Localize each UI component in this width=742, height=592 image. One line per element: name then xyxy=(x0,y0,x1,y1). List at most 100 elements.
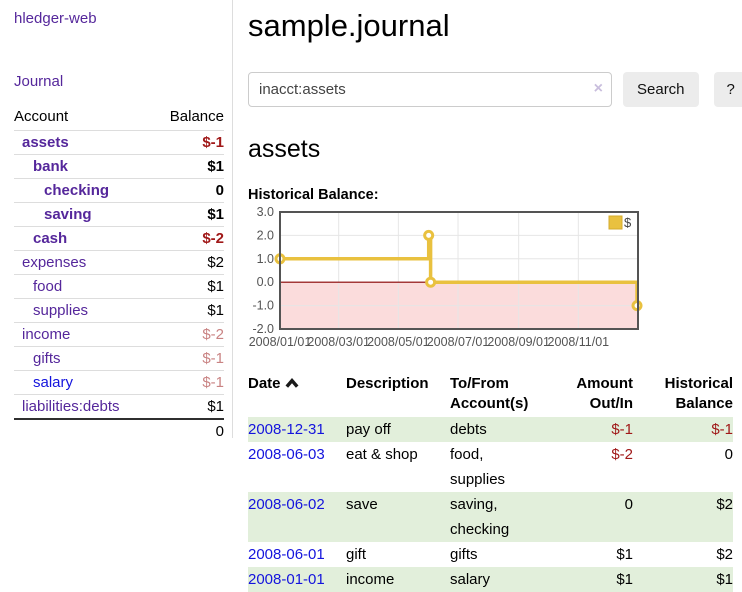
register-description-cell: eat & shop xyxy=(346,446,418,463)
x-axis-tick-label: 2008/11/01 xyxy=(548,335,610,349)
account-link[interactable]: income xyxy=(22,326,71,343)
search-input[interactable] xyxy=(248,72,612,107)
register-amount-cell: $1 xyxy=(616,546,633,563)
register-amount-cell: $-2 xyxy=(611,446,633,463)
register-amount-cell: $-1 xyxy=(611,421,633,438)
account-balance: $1 xyxy=(207,278,224,295)
register-amount-cell: 0 xyxy=(624,496,633,513)
register-description-cell: gift xyxy=(346,546,367,563)
y-axis-tick-label: 2.0 xyxy=(257,228,274,242)
account-row: salary $-1 xyxy=(14,370,224,395)
register-description-cell: income xyxy=(346,571,395,588)
register-date-cell: 2008-06-02 xyxy=(248,492,346,542)
account-row: bank $1 xyxy=(14,154,224,179)
search-form: × Search ? xyxy=(248,72,742,107)
register-date-cell: 2008-06-01 xyxy=(248,542,346,567)
register-balance-cell: 0 xyxy=(724,446,733,463)
register-row: 2008-01-01 income salary $1 $1 xyxy=(248,567,733,592)
register-column-header: To/From Account(s) xyxy=(450,375,529,412)
search-input-wrap: × xyxy=(248,72,612,107)
account-link[interactable]: checking xyxy=(44,182,110,199)
x-axis-tick-label: 2008/05/01 xyxy=(367,335,430,349)
account-link[interactable]: supplies xyxy=(33,302,89,319)
data-point xyxy=(423,229,435,241)
register-accounts-cell: gifts xyxy=(450,546,478,563)
register-date-cell: 2008-01-01 xyxy=(248,567,346,592)
accounts-total-row: 0 xyxy=(14,418,224,443)
account-balance: 0 xyxy=(215,182,224,199)
register-column-header: Description xyxy=(346,375,429,392)
register-row: 2008-12-31 pay off debts $-1 $-1 xyxy=(248,417,733,442)
account-link[interactable]: food xyxy=(33,278,63,295)
account-row: saving $1 xyxy=(14,202,224,227)
register-row: 2008-06-03 eat & shop food, supplies $-2 0 xyxy=(248,442,733,492)
register-description-cell: pay off xyxy=(346,421,391,438)
sort-ascending-icon xyxy=(285,378,299,388)
account-row: expenses $2 xyxy=(14,250,224,275)
account-link[interactable]: cash xyxy=(33,230,68,247)
register-column-header: Historical Balance xyxy=(664,375,733,412)
account-link[interactable]: salary xyxy=(33,374,74,391)
account-link[interactable]: expenses xyxy=(22,254,87,271)
register-column-header[interactable]: Date xyxy=(248,374,346,417)
register-date-cell: 2008-06-03 xyxy=(248,442,346,492)
legend-swatch xyxy=(608,215,623,230)
account-balance: $-1 xyxy=(202,374,224,391)
plot-border xyxy=(279,211,639,330)
transaction-date-link[interactable]: 2008-12-31 xyxy=(248,421,325,438)
register-row: 2008-06-02 save saving, checking 0 $2 xyxy=(248,492,733,542)
register-description-cell: save xyxy=(346,496,378,513)
transaction-date-link[interactable]: 2008-06-01 xyxy=(248,546,325,563)
sidebar: hledger-web Journal Account Balance asse… xyxy=(0,0,233,443)
account-link[interactable]: bank xyxy=(33,158,69,175)
account-balance: $-1 xyxy=(202,134,224,151)
help-button[interactable]: ? xyxy=(713,72,742,107)
balance-column-header: Balance xyxy=(169,108,224,125)
register-amount-cell: $1 xyxy=(616,571,633,588)
account-row: assets $-1 xyxy=(14,130,224,155)
y-axis-tick-label: -2.0 xyxy=(252,322,274,336)
register-table: Date Description To/From Account(s) Amount Ou… xyxy=(248,374,733,592)
account-balance: $-1 xyxy=(202,350,224,367)
legend-label: $ xyxy=(624,215,632,230)
sidebar-item-journal[interactable]: Journal xyxy=(14,73,64,90)
account-balance: $1 xyxy=(207,158,224,175)
account-row: food $1 xyxy=(14,274,224,299)
register-accounts-cell: debts xyxy=(450,421,487,438)
clear-search-icon[interactable]: × xyxy=(593,80,603,97)
account-link[interactable]: assets xyxy=(22,134,69,151)
x-axis-tick-label: 2008/01/01 xyxy=(249,335,312,349)
account-row: gifts $-1 xyxy=(14,346,224,371)
account-row: cash $-2 xyxy=(14,226,224,251)
accounts-column-header: Account xyxy=(14,108,69,125)
transaction-date-link[interactable]: 2008-06-03 xyxy=(248,446,325,463)
register-balance-cell: $1 xyxy=(716,571,733,588)
register-balance-cell: $2 xyxy=(716,546,733,563)
account-link[interactable]: liabilities:debts xyxy=(22,398,120,415)
account-row: checking 0 xyxy=(14,178,224,203)
account-balance: $2 xyxy=(207,254,224,271)
transaction-date-link[interactable]: 2008-01-01 xyxy=(248,571,325,588)
transaction-date-link[interactable]: 2008-06-02 xyxy=(248,496,325,513)
account-row: liabilities:debts $1 xyxy=(14,394,224,420)
register-column-header: Amount Out/In xyxy=(576,375,633,412)
account-link[interactable]: saving xyxy=(44,206,92,223)
accounts-balance-table: Account Balance assets $-1 bank $1 checking 0… xyxy=(14,108,224,443)
brand-link[interactable]: hledger-web xyxy=(14,10,97,27)
register-row: 2008-06-01 gift gifts $1 $2 xyxy=(248,542,733,567)
data-point xyxy=(425,276,437,288)
register-accounts-cell: salary xyxy=(450,571,491,588)
register-balance-cell: $2 xyxy=(716,496,733,513)
search-button[interactable]: Search xyxy=(623,72,699,107)
accounts-total-value: 0 xyxy=(152,418,224,443)
account-balance: $1 xyxy=(207,206,224,223)
x-axis-tick-label: 2008/09/01 xyxy=(487,335,550,349)
register-accounts-cell: saving, checking xyxy=(450,496,510,538)
account-row: income $-2 xyxy=(14,322,224,347)
account-balance: $-2 xyxy=(202,230,224,247)
x-axis-tick-label: 2008/03/01 xyxy=(307,335,370,349)
register-balance-cell: $-1 xyxy=(711,421,733,438)
account-link[interactable]: gifts xyxy=(33,350,61,367)
account-balance: $1 xyxy=(207,302,224,319)
